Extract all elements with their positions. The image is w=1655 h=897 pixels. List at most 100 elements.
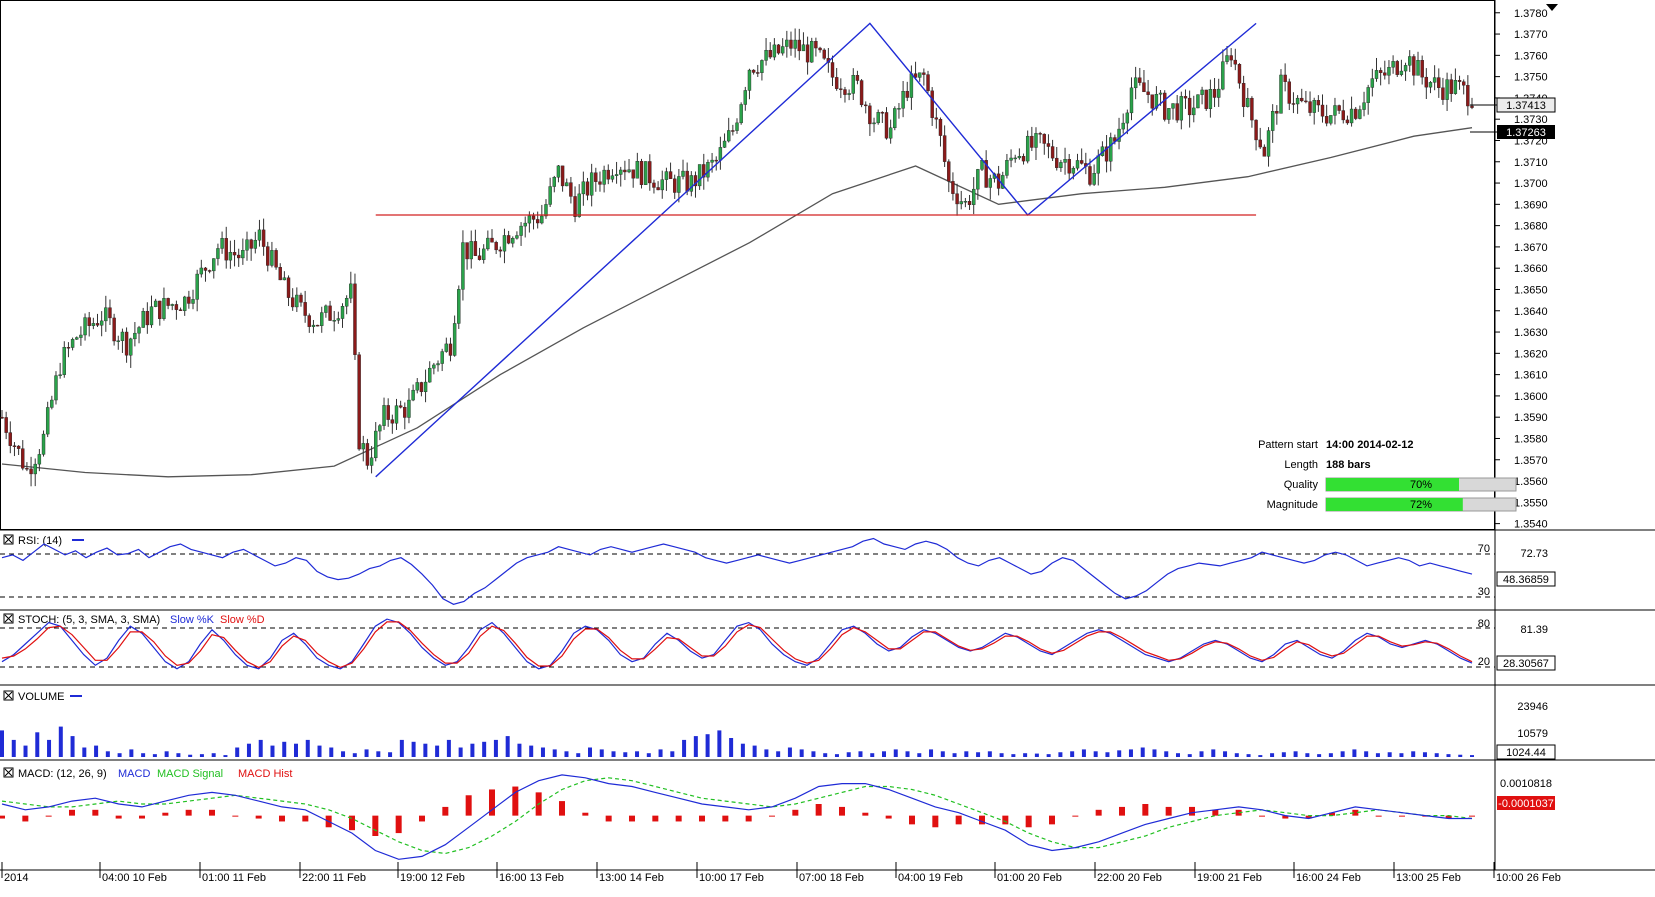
macd-hist-bar bbox=[185, 809, 192, 816]
candle-body bbox=[25, 468, 29, 470]
candle-body bbox=[693, 175, 698, 187]
candle-body bbox=[1013, 157, 1017, 160]
macd-hist-bar bbox=[1189, 806, 1195, 816]
stoch-k-line bbox=[1, 618, 1473, 670]
volume-bar bbox=[787, 747, 792, 757]
candle-body bbox=[224, 238, 228, 261]
candle-body bbox=[1466, 85, 1470, 107]
stoch-d-line bbox=[1, 621, 1473, 669]
candle-body bbox=[1187, 97, 1192, 116]
candle-body bbox=[619, 169, 623, 175]
volume-bar bbox=[1293, 751, 1298, 757]
candle-body bbox=[79, 334, 83, 338]
candle-body bbox=[976, 169, 980, 190]
candle-body bbox=[1167, 108, 1171, 120]
volume-bar bbox=[999, 753, 1004, 757]
candle-body bbox=[926, 74, 930, 92]
volume-bar bbox=[1281, 752, 1286, 757]
candle-body bbox=[897, 108, 901, 110]
volume-bar bbox=[1046, 754, 1051, 757]
candle-body bbox=[1129, 87, 1134, 114]
rsi-level-30-label: 30 bbox=[1478, 586, 1490, 598]
candle-body bbox=[45, 407, 50, 435]
macd-hist-bar bbox=[675, 815, 682, 822]
macd-hist-bar bbox=[442, 806, 449, 816]
candle-body bbox=[1067, 159, 1071, 174]
candle-body bbox=[569, 182, 573, 197]
candle-body bbox=[374, 430, 378, 459]
candle-body bbox=[702, 164, 706, 178]
candle-body bbox=[1275, 111, 1279, 114]
macd-hist-bar bbox=[115, 815, 122, 819]
volume-bar bbox=[1152, 749, 1157, 757]
candle-body bbox=[884, 112, 889, 139]
price-tick-label: 1.3750 bbox=[1514, 72, 1548, 84]
macd-hist-bar bbox=[1212, 809, 1219, 816]
candle-body bbox=[797, 39, 801, 52]
candle-body bbox=[378, 425, 382, 432]
candle-body bbox=[241, 250, 245, 259]
candle-body bbox=[324, 305, 328, 313]
candle-body bbox=[722, 140, 727, 148]
candle-body bbox=[1432, 77, 1437, 83]
candle-body bbox=[199, 267, 204, 275]
candle-body bbox=[731, 130, 735, 132]
macd-hist-bar bbox=[652, 815, 659, 822]
volume-bar bbox=[552, 749, 557, 757]
volume-bar bbox=[435, 745, 440, 757]
volume-value-tag-box bbox=[1496, 744, 1556, 760]
length-value: 188 bars bbox=[1326, 459, 1371, 471]
candle-body bbox=[486, 237, 490, 250]
macd-hist-bar bbox=[302, 815, 309, 822]
price-tick-label: 1.3590 bbox=[1514, 412, 1548, 424]
candle-body bbox=[461, 242, 465, 290]
candle-body bbox=[888, 127, 893, 139]
candle-body bbox=[1146, 91, 1150, 95]
candle-body bbox=[814, 41, 818, 49]
macd-panel: MACD: (12, 26, 9) MACD MACD Signal MACD … bbox=[0, 767, 1555, 860]
candle-body bbox=[1071, 167, 1076, 174]
macd-hist-bar bbox=[885, 815, 892, 819]
candle-body bbox=[257, 229, 262, 241]
volume-bar bbox=[799, 749, 804, 757]
candle-body bbox=[1341, 110, 1345, 121]
candle-body bbox=[901, 90, 905, 109]
candle-body bbox=[498, 249, 503, 252]
candle-body bbox=[1412, 56, 1416, 76]
scroll-marker-icon[interactable] bbox=[1546, 4, 1558, 11]
macd-value-tag: -0.0001037 bbox=[1498, 798, 1554, 810]
candle-body bbox=[689, 175, 694, 192]
rsi-axis-label: 72.73 bbox=[1520, 548, 1548, 560]
candle-body bbox=[116, 340, 120, 342]
volume-bar bbox=[646, 753, 651, 757]
candle-body bbox=[195, 273, 199, 300]
volume-bar bbox=[1093, 751, 1098, 757]
macd-hist-bar bbox=[629, 815, 635, 822]
candle-body bbox=[1221, 61, 1225, 90]
candle-body bbox=[1399, 70, 1404, 75]
macd-close-icon-cross bbox=[4, 768, 13, 777]
candle-body bbox=[947, 161, 951, 182]
macd-hist-bar bbox=[1002, 815, 1009, 825]
candle-body bbox=[1125, 112, 1130, 124]
candle-body bbox=[382, 405, 386, 426]
candle-body bbox=[158, 300, 162, 319]
candle-body bbox=[810, 41, 814, 63]
candle-body bbox=[1030, 135, 1034, 148]
candle-body bbox=[1308, 101, 1312, 113]
candle-body bbox=[1050, 146, 1055, 159]
candle-body bbox=[340, 306, 345, 319]
candle-body bbox=[1092, 173, 1096, 185]
volume-bar bbox=[693, 736, 698, 757]
candle-body bbox=[1403, 65, 1408, 72]
volume-bar bbox=[635, 751, 640, 757]
candle-body bbox=[21, 448, 25, 469]
stoch-axis-label: 81.39 bbox=[1520, 624, 1548, 636]
candle-body bbox=[785, 39, 789, 47]
candle-body bbox=[714, 159, 718, 162]
volume-bar bbox=[1305, 753, 1310, 757]
candle-body bbox=[1266, 130, 1271, 157]
macd-hist-bar bbox=[1142, 804, 1149, 816]
candle-body bbox=[1121, 122, 1125, 130]
candle-body bbox=[548, 186, 552, 205]
